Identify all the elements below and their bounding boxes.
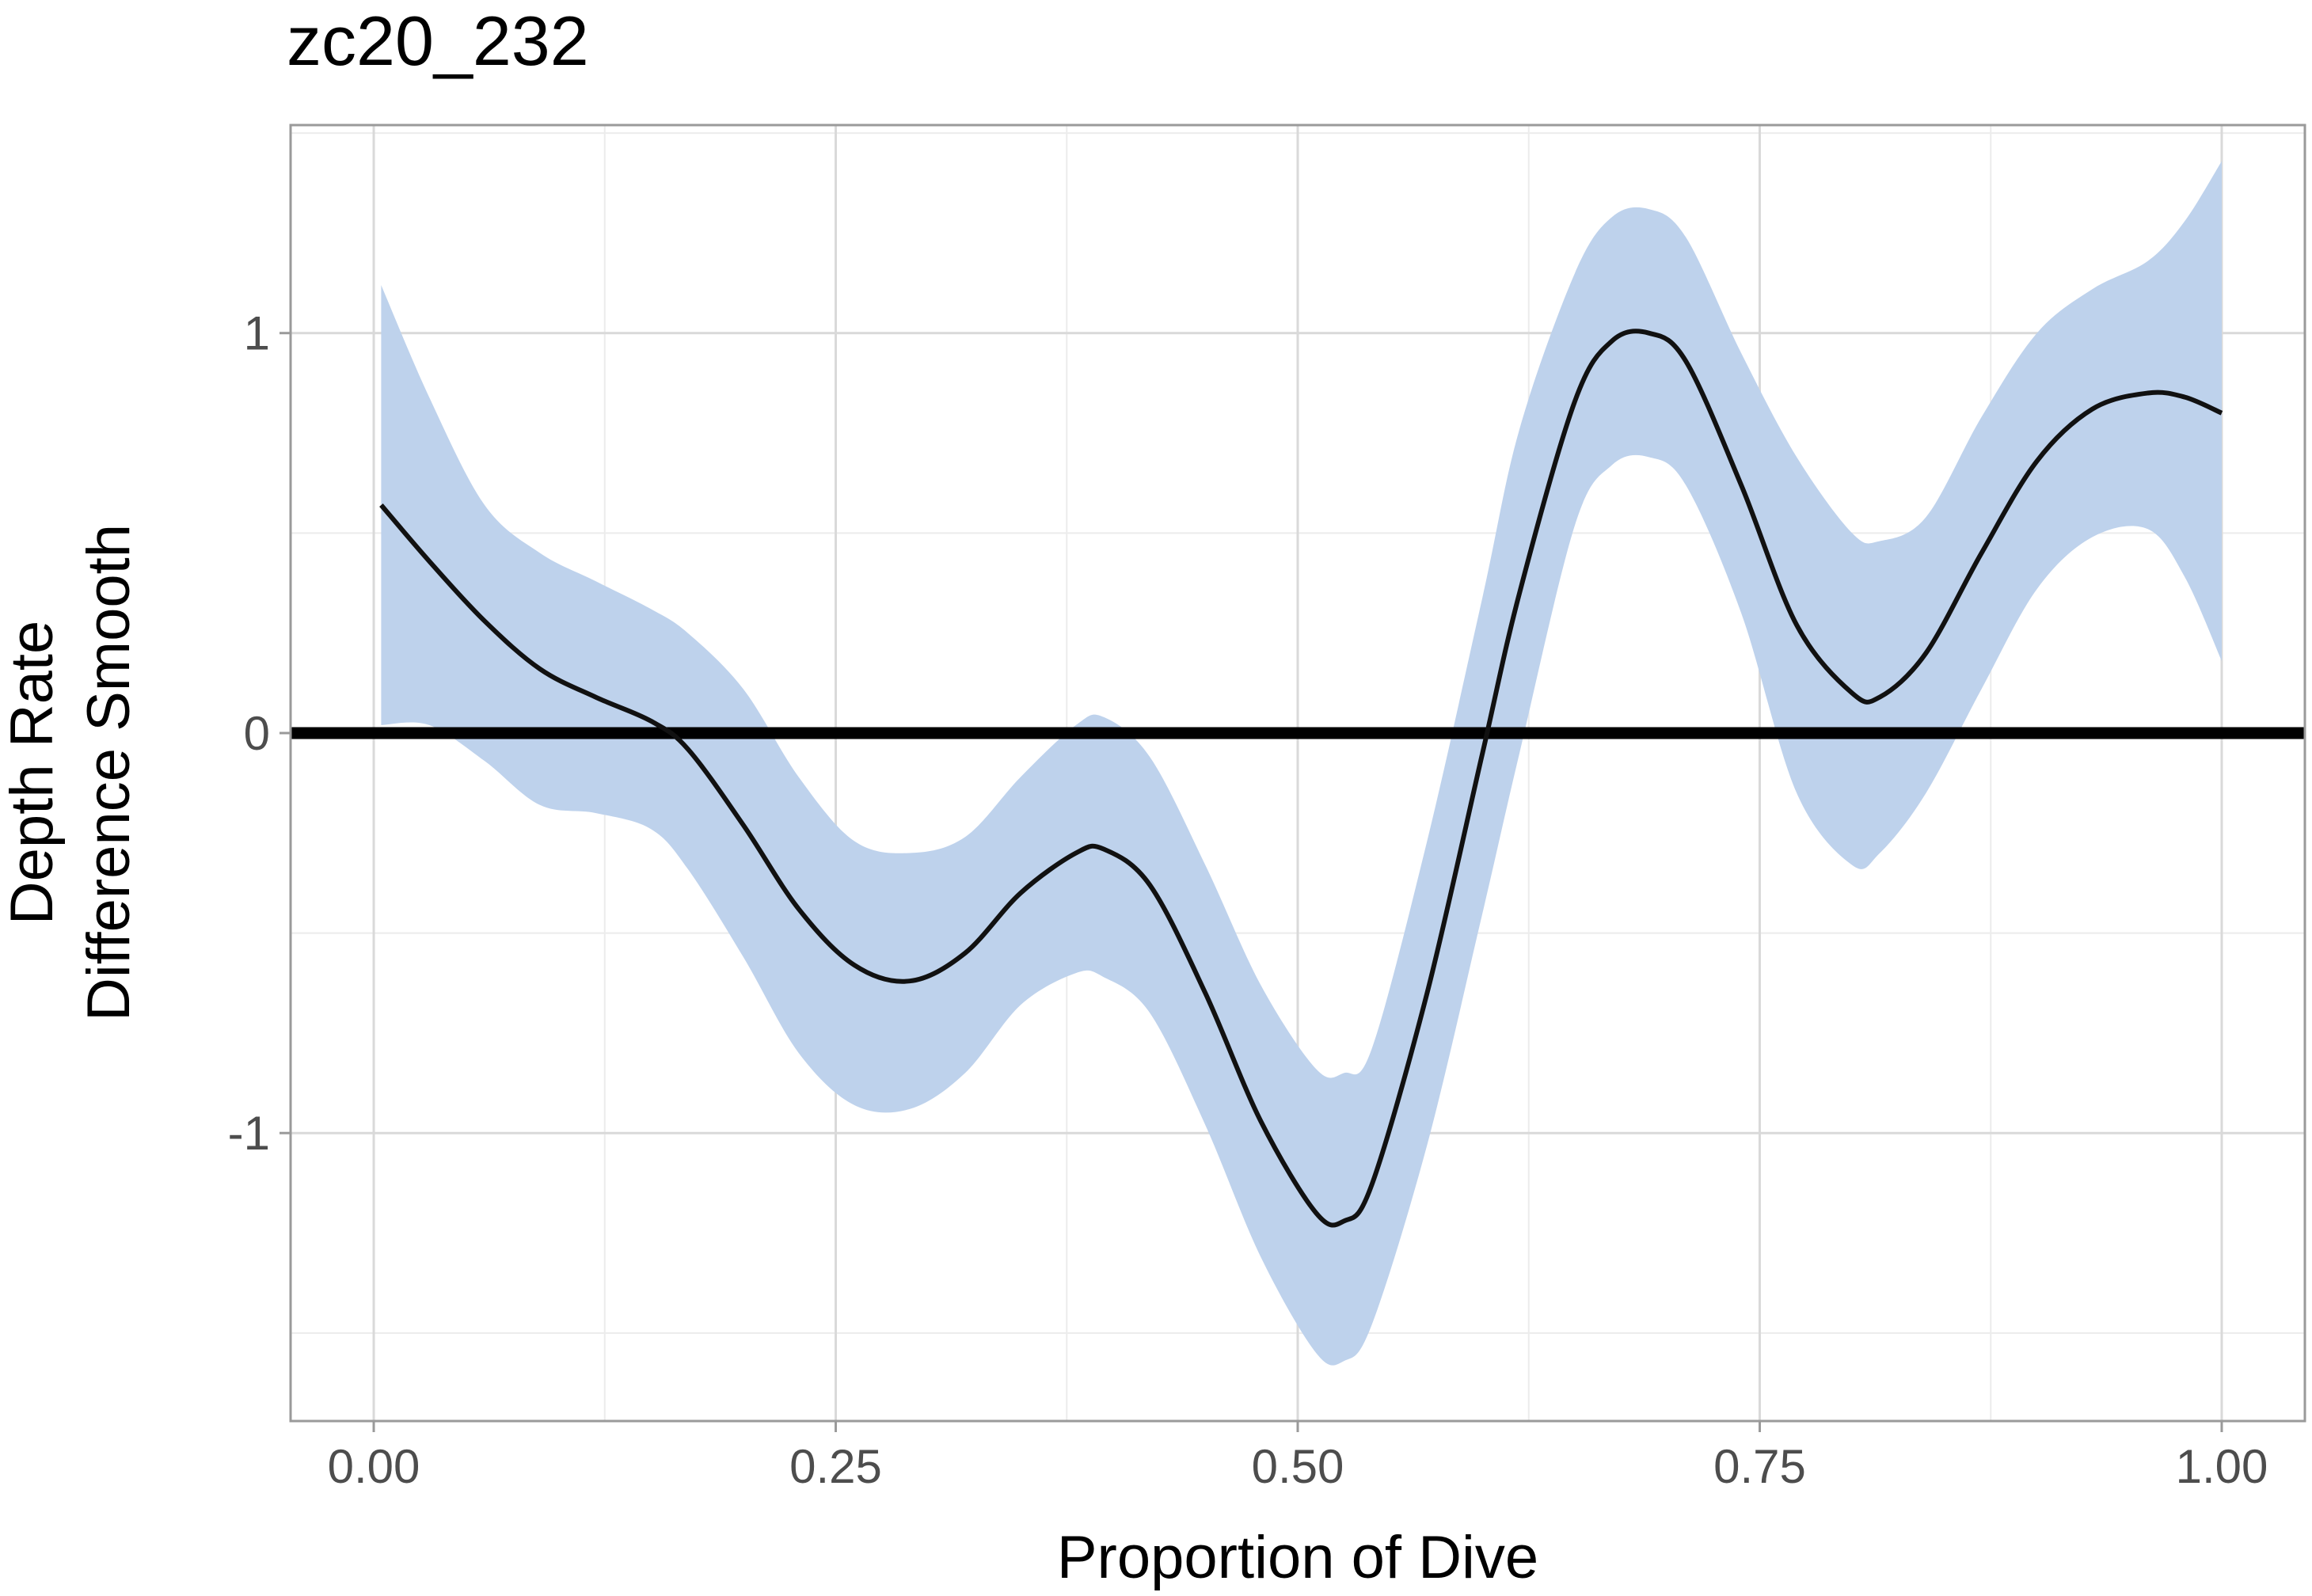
y-axis-title: Depth Rate Difference Smooth <box>0 524 143 1021</box>
x-tick-label: 0.50 <box>1252 1440 1344 1493</box>
y-axis-title-line-2: Difference Smooth <box>75 524 143 1021</box>
x-tick-label: 0.75 <box>1713 1440 1806 1493</box>
y-tick-label: -1 <box>228 1107 270 1160</box>
x-axis-title: Proportion of Dive <box>1057 1524 1538 1591</box>
x-tick-label: 1.00 <box>2176 1440 2268 1493</box>
x-tick-label: 0.25 <box>789 1440 882 1493</box>
y-tick-label: 1 <box>244 307 270 360</box>
chart-title: zc20_232 <box>287 2 589 80</box>
y-axis-title-line-1: Depth Rate <box>0 621 66 925</box>
x-tick-label: 0.00 <box>328 1440 420 1493</box>
y-axis-ticks: -1 0 1 <box>228 307 291 1160</box>
x-axis-ticks: 0.00 0.25 0.50 0.75 1.00 <box>328 1421 2268 1493</box>
smooth-line <box>379 329 2223 1228</box>
y-tick-label: 0 <box>244 707 270 760</box>
confidence-ribbon <box>381 161 2223 1366</box>
